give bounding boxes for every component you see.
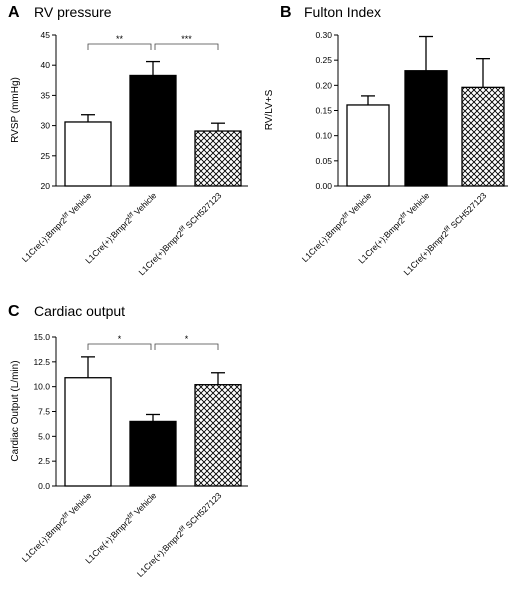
bar	[64, 377, 112, 487]
y-tick-label: 0.15	[315, 106, 332, 116]
y-tick-label: 40	[41, 60, 51, 70]
y-tick-label: 35	[41, 90, 51, 100]
panel-c-ylabel: Cardiac Output (L/min)	[10, 360, 21, 461]
y-tick-label: 0.10	[315, 131, 332, 141]
bar	[64, 121, 112, 187]
panel-a-title: RV pressure	[34, 4, 112, 20]
bar	[129, 420, 177, 487]
y-tick-label: 20	[41, 181, 51, 191]
y-tick-label: 45	[41, 30, 51, 40]
panel-c-letter: C	[8, 303, 20, 320]
significance-bracket	[87, 43, 152, 50]
y-tick-label: 0.25	[315, 55, 332, 65]
significance-bracket	[87, 343, 152, 350]
bar	[461, 86, 505, 187]
panel-a-plot: 20 25 30 35 40 45 L1Cre(-);Bmpr2f/f VehicleL1C…	[20, 30, 248, 277]
category-label: L1Cre(-);Bmpr2f/f Vehicle	[20, 190, 94, 264]
panel-c-title: Cardiac output	[34, 303, 125, 319]
y-tick-label: 0.0	[38, 481, 50, 491]
y-tick-label: 15.0	[33, 332, 50, 342]
bar	[194, 384, 242, 487]
y-tick-label: 7.5	[38, 407, 50, 417]
panel-a-letter: A	[8, 4, 20, 21]
panel-a: A RV pressure RVSP (mmHg) 20 25 30 35 40 45 L1…	[8, 4, 248, 277]
panel-b-ylabel: RV/LV+S	[264, 89, 275, 130]
panel-a-ylabel: RVSP (mmHg)	[10, 77, 21, 143]
panel-b-letter: B	[280, 4, 292, 21]
y-tick-label: 5.0	[38, 431, 50, 441]
category-label: L1Cre(+);Bmpr2f/f Vehicle	[83, 490, 158, 565]
bar	[129, 74, 177, 187]
panel-c: C Cardiac output Cardiac Output (L/min) …	[8, 303, 248, 579]
significance-bracket	[154, 43, 219, 50]
panel-b-plot: 0.000.050.100.150.200.250.30L1Cre(-);Bmp…	[300, 30, 508, 277]
significance-label: *	[118, 334, 122, 344]
bar	[404, 70, 448, 187]
significance-bracket	[154, 343, 219, 350]
significance-label: **	[116, 34, 124, 44]
significance-label: ***	[181, 34, 192, 44]
y-tick-label: 30	[41, 121, 51, 131]
bar	[194, 130, 242, 187]
y-tick-label: 12.5	[33, 357, 50, 367]
panel-b-title: Fulton Index	[304, 4, 381, 20]
panel-b: B Fulton Index RV/LV+S 0.00 0.05 0.10 0.15 0…	[264, 4, 508, 277]
category-label: L1Cre(-);Bmpr2f/f Vehicle	[20, 490, 94, 564]
y-tick-label: 10.0	[33, 382, 50, 392]
panel-c-plot: 0.0 2.5 5.0 7.5 10.0 12.5 15.0 L1Cre(-);Bmpr2f/…	[20, 332, 248, 579]
significance-label: *	[185, 334, 189, 344]
y-tick-label: 2.5	[38, 456, 50, 466]
category-label: L1Cre(+);Bmpr2f/f Vehicle	[83, 190, 158, 265]
y-tick-label: 25	[41, 151, 51, 161]
y-tick-label: 0.20	[315, 80, 332, 90]
y-tick-label: 0.00	[315, 181, 332, 191]
y-tick-label: 0.30	[315, 30, 332, 40]
y-tick-label: 0.05	[315, 156, 332, 166]
bar	[346, 104, 390, 187]
